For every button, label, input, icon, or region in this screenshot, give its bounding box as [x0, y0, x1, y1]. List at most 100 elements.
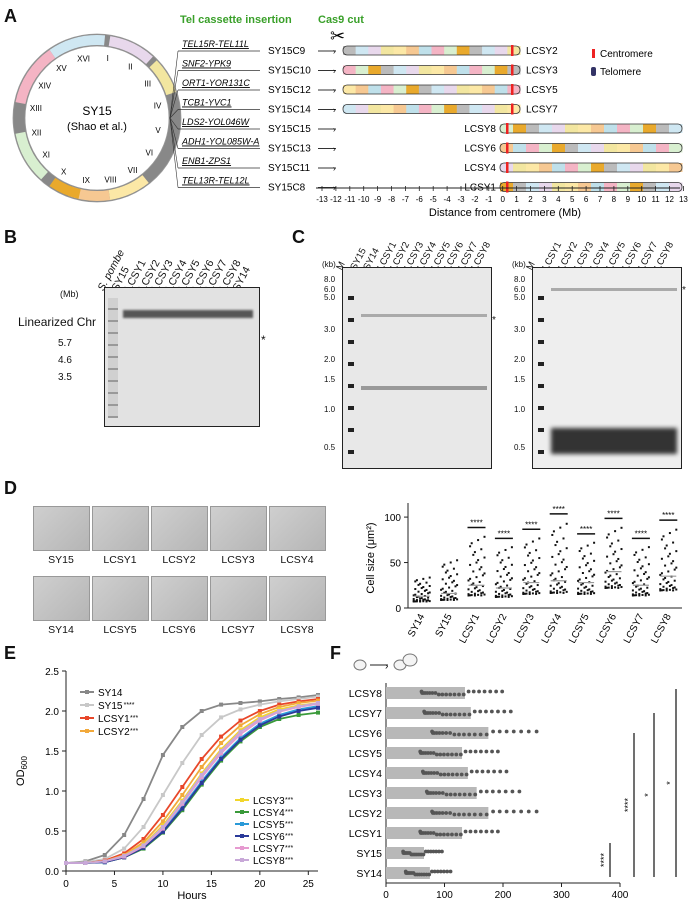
panel-c: C M SY15 SY14 LCSY1 LCSY2 LCSY3 LCSY4 LCSY5 LCSY…: [288, 225, 692, 475]
genome-ring: [12, 33, 182, 203]
growth-legend-LCSY7: LCSY7: [253, 844, 285, 855]
genome-name: SY15: [82, 104, 112, 118]
panel-c-star-1: *: [492, 315, 496, 326]
panel-a: A Tel cassette insertion Cas9 cut SY15 (…: [0, 0, 692, 220]
doubling-label-LCSY4: LCSY4: [349, 768, 382, 780]
cell-size-xtick-LCSY8: LCSY8: [649, 612, 674, 643]
marker-3.5: 3.5: [58, 372, 72, 383]
cell-size-ytick-100: 100: [384, 513, 401, 524]
growth-point-LCSY1-7: [199, 757, 204, 761]
product-LCSY8: LCSY8: [464, 124, 496, 135]
panel-c-star-2: *: [682, 285, 686, 296]
growth-point-LCSY6-13: [316, 705, 320, 710]
growth-point-LCSY8-12: [296, 704, 301, 709]
chromosome-bar-LCSY1: [499, 181, 683, 193]
panel-c-right-marker-1.5: 1.5: [514, 375, 526, 384]
growth-curve-chart: 0.0 0.5 1.0 1.5 2.0 2.5 0 5 10 15 20 25 Hours OD600 SY…: [15, 667, 320, 900]
panel-c-right-marker-2.0: 2.0: [514, 355, 526, 364]
micrograph-label-SY14: SY14: [48, 624, 74, 636]
cell-size-points-LCSY7: [631, 546, 650, 597]
growth-point-LCSY8-7: [199, 773, 204, 777]
axis-tick--13: -13: [316, 195, 328, 204]
micrograph-label-LCSY4: LCSY4: [280, 554, 314, 566]
growth-point-LCSY8-8: [219, 749, 224, 753]
chr-label-I: I: [107, 54, 109, 63]
growth-point-SY14-4: [141, 797, 146, 801]
insertion-label-3: TCB1-YVC1: [182, 98, 232, 108]
growth-legend-sig-LCSY8: ***: [285, 857, 293, 864]
growth-point-SY15-3: [122, 846, 127, 851]
growth-point-SY15-7: [199, 733, 204, 737]
cell-size-sig-LCSY4: ****: [552, 505, 564, 514]
axis-tick-4: 4: [556, 195, 561, 204]
intermediate-SY15C11: SY15C11: [268, 163, 311, 174]
cell-size-xtick-LCSY4: LCSY4: [540, 612, 565, 643]
panel-d: D SY15 LCSY1 LCSY2 LCSY3 LCSY4 SY14 LCSY5 LCSY6…: [0, 478, 692, 643]
product-LCSY4: LCSY4: [464, 163, 496, 174]
distance-axis-ticks: -13 -12 -11 -10 -9 -8 -7 -6 -5 -4 -3 -2 -1 0 1 2 3 4 5 6 7 8 9…: [316, 186, 688, 204]
growth-point-LCSY1-4: [141, 837, 146, 841]
telomere-legend: Telomere: [600, 67, 642, 78]
cell-size-chart: 0 50 100 Cell size (μm²) SY14 SY15 LCSY1 **** LC…: [365, 503, 682, 643]
micrograph-label-LCSY6: LCSY6: [162, 624, 196, 636]
intermediate-SY15C14: SY15C14: [268, 105, 311, 116]
sig-label-2: *: [643, 793, 653, 797]
growth-point-LCSY6-12: [296, 709, 301, 713]
panel-b-star: *: [261, 333, 266, 347]
growth-line-SY14: [65, 694, 319, 864]
sig-label-1: ****: [623, 798, 633, 813]
growth-point-LCSY1-6: [180, 785, 185, 789]
chr-label-XIV: XIV: [38, 82, 52, 91]
doubling-points-LCSY4: [420, 769, 509, 777]
growth-point-LCSY7-9: [238, 732, 243, 737]
micrograph-label-LCSY2: LCSY2: [162, 554, 196, 566]
chr-label-XVI: XVI: [77, 54, 90, 63]
micrograph-LCSY7: [210, 576, 267, 621]
micrograph-label-LCSY7: LCSY7: [221, 624, 255, 636]
growth-point-LCSY8-9: [238, 729, 243, 734]
growth-xlabel: Hours: [177, 890, 207, 900]
growth-legend-SY14: SY14: [98, 688, 123, 699]
doubling-points-LCSY8: [419, 689, 505, 697]
growth-legend-sig-SY15: ****: [124, 702, 135, 709]
growth-point-LCSY1-10: [257, 709, 262, 713]
panel-b-label: B: [4, 227, 17, 247]
panel-c-left-marker-8.0: 8.0: [324, 275, 336, 284]
sig-label-0: ****: [599, 853, 609, 868]
doubling-label-LCSY2: LCSY2: [349, 808, 382, 820]
axis-tick-8: 8: [612, 195, 617, 204]
panel-c-left-marker-1.0: 1.0: [324, 405, 336, 414]
growth-point-LCSY8-10: [257, 717, 262, 721]
growth-point-LCSY1-5: [160, 813, 165, 817]
svg-text:›: ›: [333, 125, 336, 134]
axis-tick-13: 13: [679, 195, 688, 204]
intermediate-SY15C15: SY15C15: [268, 124, 311, 135]
panel-b: B S. pombe SY15 LCSY1 LCSY2 LCSY3 LCSY4 LCSY5 L…: [0, 225, 300, 430]
growth-legend-sig-LCSY6: ***: [285, 833, 293, 840]
doubling-xtick-300: 300: [553, 890, 570, 900]
axis-tick--6: -6: [416, 195, 424, 204]
cell-size-xtick-LCSY5: LCSY5: [567, 612, 592, 643]
growth-point-LCSY2-7: [199, 765, 204, 769]
chromosome-bar-LCSY6: [499, 142, 683, 154]
micrograph-LCSY8: [269, 576, 326, 621]
axis-tick--5: -5: [430, 195, 438, 204]
axis-tick--11: -11: [344, 195, 356, 204]
growth-point-LCSY8-13: [316, 701, 320, 705]
chromosome-bar-LCSY4: [499, 162, 683, 173]
cell-icon-small: [353, 659, 367, 671]
axis-tick--9: -9: [374, 195, 382, 204]
svg-text:›: ›: [333, 67, 336, 76]
growth-point-SY15-11: [277, 699, 282, 704]
centromere-legend-icon: [592, 49, 595, 58]
doubling-points-SY14: [403, 869, 453, 877]
insertion-lines: TEL15R-TEL11L SY15C9 › SNF2-YPK9 SY15C10 › ORT…: [169, 39, 336, 194]
micrograph-label-LCSY1: LCSY1: [103, 554, 137, 566]
micrograph-label-SY15: SY15: [48, 554, 74, 566]
micrograph-label-LCSY3: LCSY3: [221, 554, 255, 566]
micrograph-SY15: [33, 506, 90, 551]
panel-d-label: D: [4, 478, 17, 498]
panel-c-left-marker-5.0: 5.0: [324, 293, 336, 302]
pfge-gel: [104, 287, 260, 427]
distance-axis-label: Distance from centromere (Mb): [429, 207, 581, 219]
